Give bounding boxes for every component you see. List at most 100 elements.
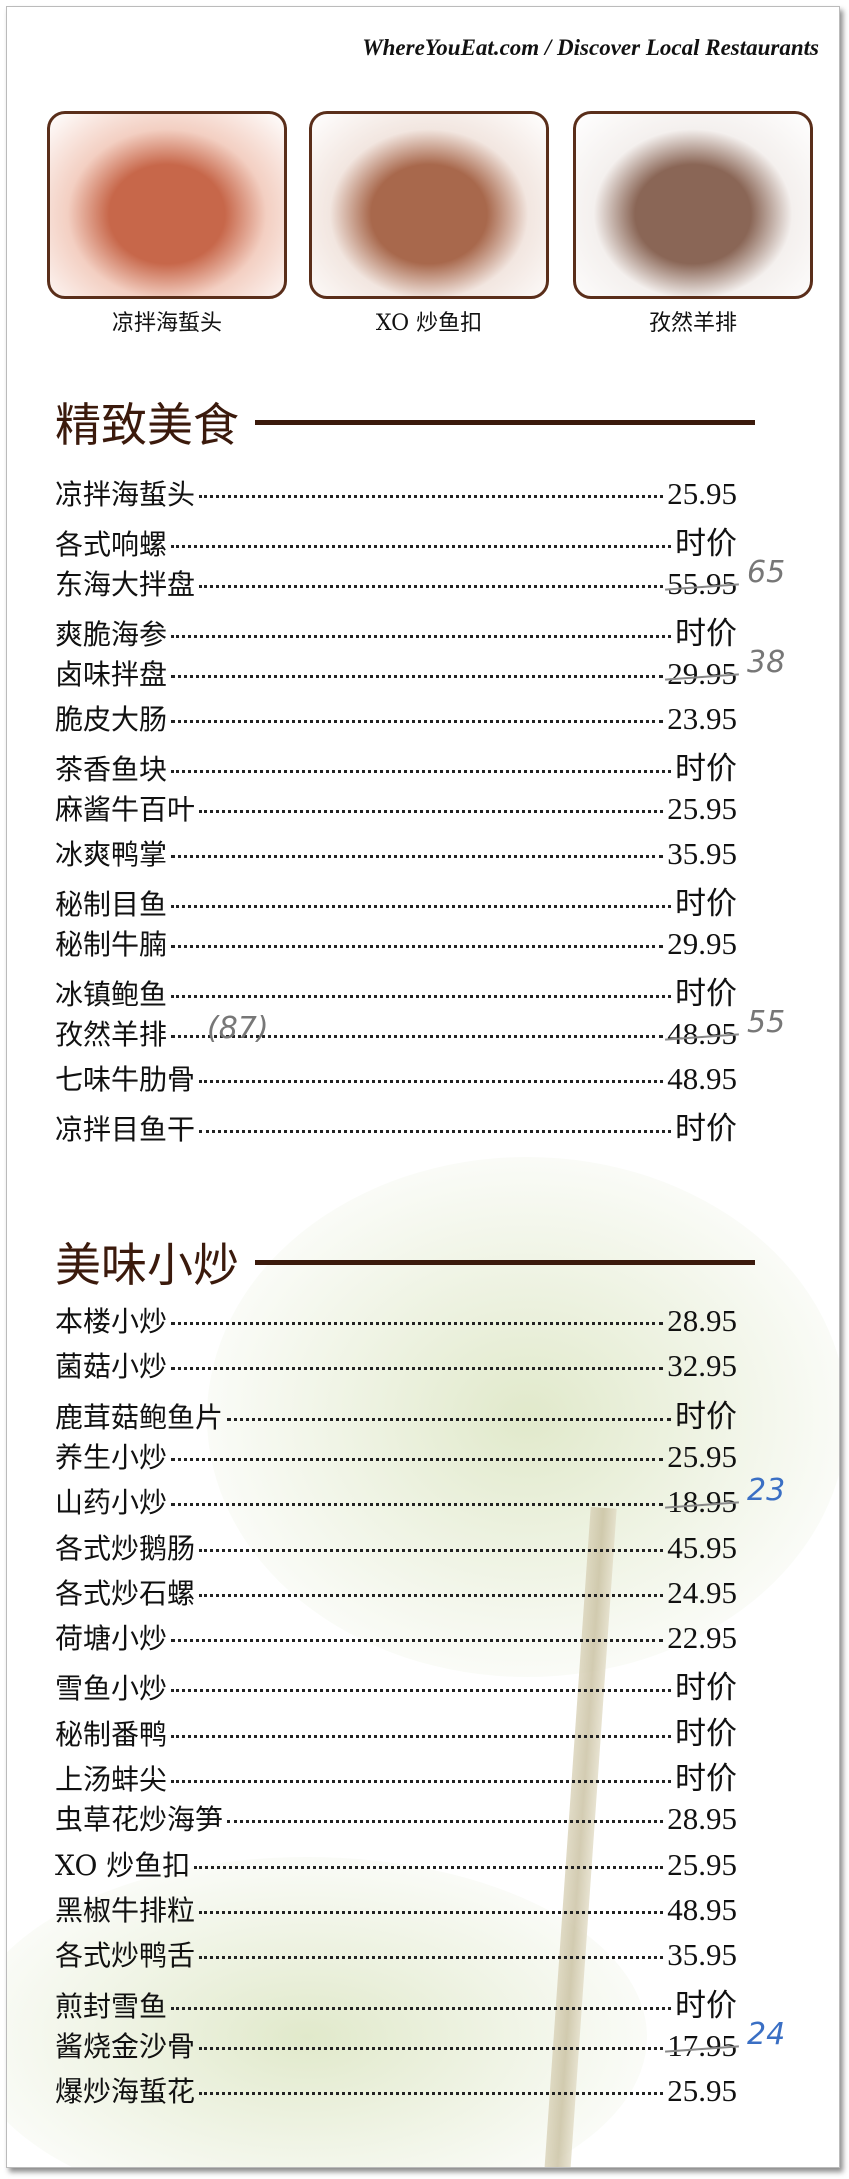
menu-item: 秘制牛腩 29.95: [55, 923, 737, 963]
dish-photo-caption: 凉拌海蜇头: [111, 311, 222, 336]
menu-item-price: 29.95: [667, 926, 737, 961]
dot-leader: [171, 1035, 664, 1038]
dot-leader: [171, 1780, 671, 1783]
section-title: 精致美食: [55, 398, 239, 452]
dot-leader: [171, 545, 671, 548]
dot-leader: [171, 1689, 671, 1693]
menu-item-price: 时价: [675, 1715, 737, 1751]
menu-item-price: 时价: [675, 976, 737, 1011]
menu-item-name: 东海大拌盘: [55, 568, 196, 601]
menu-item-name: 荷塘小炒: [55, 1622, 168, 1656]
menu-item-price: 35.95: [667, 1937, 737, 1973]
menu-item-price: 32.95: [667, 1348, 737, 1384]
menu-item-name: 麻酱牛百叶: [55, 793, 196, 826]
menu-item-name: 爽脆海参: [55, 618, 168, 651]
menu-item: 煎封雪鱼 时价: [55, 1980, 737, 2023]
dot-leader: [171, 635, 671, 638]
menu-item-name: 各式响螺: [55, 528, 168, 561]
menu-item-price: 17.95: [667, 2027, 737, 2063]
dot-leader: [199, 1548, 664, 1552]
section-title: 美味小炒: [55, 1238, 239, 1292]
menu-item: 各式响螺 时价: [55, 518, 737, 561]
lotus-leaf-decoration-bottom: [7, 1857, 647, 2167]
dot-leader: [199, 1910, 664, 1914]
menu-item-name: 茶香鱼块: [55, 753, 168, 786]
menu-item: 雪鱼小炒 时价: [55, 1662, 737, 1705]
menu-item: 秘制番鸭 时价: [55, 1708, 737, 1751]
dot-leader: [171, 1503, 664, 1507]
dot-leader: [171, 855, 664, 858]
menu-item-price: 35.95: [667, 836, 737, 871]
menu-item: 养生小炒 25.95: [55, 1436, 737, 1476]
menu-item-price: 25.95: [667, 2073, 737, 2109]
menu-item-name: 养生小炒: [55, 1440, 168, 1474]
menu-item-name: 各式炒石螺: [55, 1576, 196, 1610]
menu-item-price: 时价: [675, 751, 737, 786]
menu-item-name: XO 炒鱼扣: [55, 1848, 191, 1882]
dot-leader: [199, 1593, 664, 1597]
menu-item-price: 28.95: [667, 1303, 737, 1338]
menu-item: 秘制目鱼 时价: [55, 878, 737, 921]
menu-item-price: 25.95: [667, 1438, 737, 1474]
section-heading: 美味小炒: [55, 1229, 755, 1295]
handwritten-price-note: 55: [747, 1005, 786, 1040]
menu-item: XO 炒鱼扣 25.95: [55, 1844, 737, 1884]
menu-item: 各式炒鸭舌 35.95: [55, 1934, 737, 1974]
menu-item-name: 秘制目鱼: [55, 888, 168, 921]
menu-item-name: 上汤蚌尖: [55, 1763, 168, 1796]
dot-leader: [199, 810, 664, 813]
menu-item: 茶香鱼块 时价: [55, 743, 737, 786]
handwritten-price-note: 38: [747, 645, 786, 680]
menu-item: 各式炒石螺 24.95: [55, 1572, 737, 1612]
menu-item-price: 18.95: [667, 1484, 737, 1520]
menu-item-name: 冰镇鲍鱼: [55, 978, 168, 1011]
dot-leader: [171, 905, 671, 908]
menu-item: 爆炒海蜇花 25.95: [55, 2070, 737, 2110]
menu-item: 山药小炒 18.95: [55, 1481, 737, 1521]
menu-item-price: 48.95: [667, 1891, 737, 1927]
menu-item: 冰爽鸭掌 35.95: [55, 833, 737, 873]
dish-photo: [573, 111, 813, 299]
handwritten-price-note: 65: [747, 555, 786, 590]
menu-item-name: 各式炒鹅肠: [55, 1531, 196, 1565]
site-brand: WhereYouEat.com / Discover Local Restaur…: [362, 35, 819, 60]
menu-page: WhereYouEat.com / Discover Local Restaur…: [6, 6, 840, 2168]
dish-photo-caption: XO 炒鱼扣: [375, 311, 483, 336]
menu-item-name: 雪鱼小炒: [55, 1672, 168, 1706]
menu-item-name: 孜然羊排: [55, 1018, 168, 1051]
dot-leader: [171, 675, 664, 678]
menu-item-name: 山药小炒: [55, 1486, 168, 1520]
menu-item: 本楼小炒 28.95: [55, 1300, 737, 1340]
menu-item-price: 24.95: [667, 1574, 737, 1610]
menu-item: 虫草花炒海笋 28.95: [55, 1798, 737, 1838]
dot-leader: [171, 945, 664, 948]
dot-leader: [171, 1457, 664, 1461]
heading-rule: [255, 1259, 755, 1265]
dot-leader: [171, 995, 671, 998]
menu-item-name: 秘制牛腩: [55, 928, 168, 961]
menu-item-price: 25.95: [667, 476, 737, 511]
menu-item-price: 时价: [675, 526, 737, 561]
menu-item-price: 23.95: [667, 701, 737, 736]
menu-item-name: 黑椒牛排粒: [55, 1893, 196, 1927]
menu-item: 黑椒牛排粒 48.95: [55, 1889, 737, 1929]
menu-item-price: 时价: [675, 616, 737, 651]
dot-leader: [199, 1956, 664, 1960]
menu-item-name: 凉拌目鱼干: [55, 1113, 196, 1146]
dot-leader: [171, 2006, 671, 2010]
menu-item-name: 鹿茸菇鲍鱼片: [55, 1400, 224, 1434]
menu-item-name: 卤味拌盘: [55, 658, 168, 691]
menu-item-price: 时价: [675, 1670, 737, 1706]
menu-item-name: 菌菇小炒: [55, 1350, 168, 1384]
menu-item: 东海大拌盘 55.95: [55, 563, 737, 603]
dish-photo: [309, 111, 549, 299]
menu-item-name: 爆炒海蜇花: [55, 2075, 196, 2109]
menu-item: 凉拌目鱼干 时价: [55, 1103, 737, 1146]
lotus-leaf-decoration: [207, 1157, 839, 1677]
menu-item: 冰镇鲍鱼 时价: [55, 968, 737, 1011]
menu-item-price: 时价: [675, 1111, 737, 1146]
handwritten-price-note: 24: [747, 2016, 786, 2052]
dot-leader: [199, 2092, 664, 2096]
menu-item-name: 虫草花炒海笋: [55, 1803, 224, 1837]
heading-rule: [255, 419, 755, 425]
